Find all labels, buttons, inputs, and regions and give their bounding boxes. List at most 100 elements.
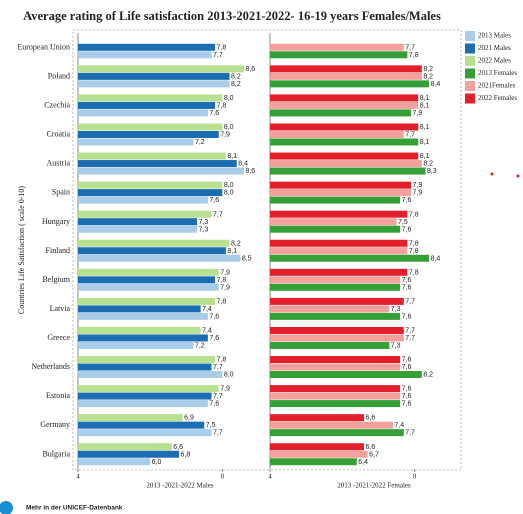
bar: [270, 334, 404, 342]
bar: [78, 152, 226, 160]
bar: [270, 371, 422, 379]
x-tick-label: 8: [413, 473, 417, 481]
value-label: 7,6: [402, 226, 412, 233]
bar: [270, 210, 408, 218]
value-label: 8,1: [420, 103, 430, 110]
bar: [78, 43, 216, 51]
bar: [78, 341, 194, 349]
value-label: 7,4: [202, 306, 212, 313]
value-label: 8,3: [427, 168, 437, 175]
bar: [78, 138, 194, 146]
value-label: 6,6: [366, 444, 376, 451]
y-tick-label: Greece: [47, 333, 70, 342]
bar: [78, 101, 216, 109]
value-label: 7,8: [217, 103, 227, 110]
legend-label: 2013 Females: [478, 69, 517, 77]
value-label: 7,5: [398, 219, 408, 226]
value-label: 6,4: [358, 459, 368, 466]
bar: [78, 363, 212, 371]
bar: [270, 283, 401, 291]
bar: [270, 167, 426, 175]
bar: [78, 225, 198, 233]
value-label: 7,6: [402, 401, 412, 408]
bar: [78, 450, 180, 458]
value-label: 8,1: [420, 153, 430, 160]
bar: [270, 414, 364, 422]
bar: [78, 51, 212, 59]
value-label: 7,6: [402, 197, 412, 204]
value-label: 7,3: [199, 219, 209, 226]
legend-label: 2022 Females: [478, 94, 517, 102]
footer-link[interactable]: Mehr in der UNICEF-Datenbank: [26, 505, 123, 512]
plot-frame: [72, 29, 462, 471]
logo: [0, 501, 13, 514]
value-label: 7,3: [199, 226, 209, 233]
value-label: 7,7: [405, 44, 415, 51]
bar: [78, 72, 230, 80]
y-tick-label: European Union: [17, 42, 70, 51]
legend-swatch: [465, 93, 475, 104]
bar: [270, 305, 390, 313]
bar: [270, 225, 401, 233]
bar: [78, 94, 223, 102]
bar: [78, 312, 208, 320]
value-label: 7,6: [402, 357, 412, 364]
y-tick-label: Austria: [46, 159, 70, 168]
x-tick-label: 4: [268, 473, 272, 481]
bar: [270, 43, 404, 51]
value-label: 7,7: [213, 364, 223, 371]
value-label: 7,7: [405, 132, 415, 139]
bar: [78, 247, 226, 255]
dot: [490, 172, 494, 176]
value-label: 7,7: [405, 430, 415, 437]
chart-title: Average rating of Life satisfaction 2013…: [23, 9, 441, 23]
value-label: 7,7: [213, 430, 223, 437]
y-tick-label: Spain: [52, 188, 70, 197]
y-tick-label: Hungary: [42, 217, 70, 226]
bar: [270, 189, 411, 197]
value-label: 7,9: [413, 110, 423, 117]
legend-swatch: [465, 31, 475, 41]
value-label: 7,9: [220, 132, 230, 139]
bar: [78, 239, 230, 247]
bar: [270, 152, 419, 160]
value-label: 7,6: [402, 313, 412, 320]
value-label: 8,2: [423, 73, 433, 80]
bar: [270, 247, 408, 255]
value-label: 8,0: [224, 182, 234, 189]
bar: [78, 305, 201, 313]
value-label: 7,7: [405, 298, 415, 305]
bar: [78, 189, 223, 197]
bar: [270, 458, 357, 466]
value-label: 7,2: [195, 343, 205, 350]
value-label: 7,8: [217, 298, 227, 305]
bar: [270, 312, 401, 320]
bar: [270, 101, 419, 109]
value-label: 7,8: [409, 240, 419, 247]
value-label: 7,8: [409, 269, 419, 276]
bar: [270, 94, 419, 102]
value-label: 8,2: [423, 161, 433, 168]
bar: [270, 341, 390, 349]
value-label: 6,6: [366, 415, 376, 422]
bar: [78, 80, 230, 88]
bar: [270, 385, 401, 393]
bar: [78, 326, 201, 334]
value-label: 7,3: [391, 343, 401, 350]
bar: [78, 421, 205, 429]
x-axis-label: 2013 -2021-2022 Males: [146, 482, 214, 490]
dot: [516, 174, 520, 178]
bar: [270, 450, 368, 458]
value-label: 7,8: [409, 52, 419, 59]
bar: [78, 392, 212, 400]
value-label: 7,8: [217, 277, 227, 284]
value-label: 7,6: [209, 110, 219, 117]
value-label: 6,8: [181, 451, 191, 458]
value-label: 8,0: [224, 95, 234, 102]
value-label: 7,8: [217, 44, 227, 51]
value-label: 7,7: [213, 52, 223, 59]
bar: [270, 254, 430, 262]
legend-swatch: [465, 43, 475, 54]
bar: [270, 356, 401, 364]
bar: [78, 123, 223, 131]
